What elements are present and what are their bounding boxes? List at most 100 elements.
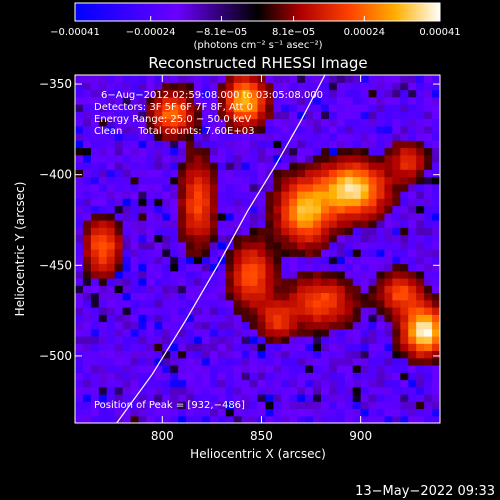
heatmap-cell xyxy=(289,220,298,228)
heatmap-cell xyxy=(368,96,378,105)
heatmap-cell xyxy=(265,198,274,207)
heatmap-cell xyxy=(154,89,163,98)
heatmap-cell xyxy=(432,198,440,207)
heatmap-cell xyxy=(82,147,92,156)
heatmap-cell xyxy=(384,220,393,228)
heatmap-cell xyxy=(209,285,219,294)
heatmap-cell xyxy=(265,394,274,402)
heatmap-cell xyxy=(368,307,378,315)
heatmap-cell xyxy=(217,285,227,294)
heatmap-cell xyxy=(170,234,179,243)
heatmap-cell xyxy=(368,350,378,359)
heatmap-cell xyxy=(368,394,378,402)
heatmap-cell xyxy=(344,270,354,279)
heatmap-cell xyxy=(400,408,409,417)
heatmap-cell xyxy=(114,278,124,286)
heatmap-cell xyxy=(408,401,417,410)
heatmap-cell xyxy=(98,234,108,243)
heatmap-cell xyxy=(352,307,362,315)
heatmap-cell xyxy=(313,169,322,178)
heatmap-cell xyxy=(146,133,155,141)
heatmap-cell xyxy=(162,415,171,423)
heatmap-cell xyxy=(146,386,155,395)
heatmap-cell xyxy=(186,104,195,112)
heatmap-cell xyxy=(336,343,346,352)
heatmap-cell xyxy=(225,82,235,91)
heatmap-cell xyxy=(400,379,409,388)
heatmap-cell xyxy=(313,292,322,301)
heatmap-cell xyxy=(233,357,243,366)
heatmap-cell xyxy=(336,234,346,243)
heatmap-cell xyxy=(233,169,243,178)
heatmap-cell xyxy=(336,227,346,236)
heatmap-cell xyxy=(392,82,401,91)
heatmap-cell xyxy=(416,227,425,236)
heatmap-cell xyxy=(344,191,354,199)
heatmap-cell xyxy=(75,270,84,279)
heatmap-cell xyxy=(82,278,92,286)
heatmap-cell xyxy=(225,263,235,272)
heatmap-cell xyxy=(162,104,171,112)
heatmap-cell xyxy=(201,256,211,265)
heatmap-cell xyxy=(352,227,362,236)
heatmap-cell xyxy=(400,162,409,170)
heatmap-cell xyxy=(336,394,346,402)
heatmap-cell xyxy=(336,299,346,308)
heatmap-cell xyxy=(154,372,163,381)
heatmap-cell xyxy=(313,408,322,417)
heatmap-cell xyxy=(170,125,179,134)
heatmap-cell xyxy=(344,118,354,127)
heatmap-cell xyxy=(98,401,108,410)
heatmap-cell xyxy=(154,96,163,105)
heatmap-cell xyxy=(154,321,163,330)
heatmap-cell xyxy=(344,372,354,381)
heatmap-cell xyxy=(233,372,243,381)
heatmap-cell xyxy=(400,314,409,323)
heatmap-cell xyxy=(106,82,116,91)
heatmap-cell xyxy=(90,365,100,373)
heatmap-cell xyxy=(400,263,409,272)
heatmap-cell xyxy=(352,104,362,112)
heatmap-cell xyxy=(328,82,338,91)
heatmap-cell xyxy=(75,314,84,323)
heatmap-cell xyxy=(336,104,346,112)
heatmap-cell xyxy=(344,321,354,330)
heatmap-cell xyxy=(75,75,84,83)
heatmap-cell xyxy=(344,89,354,98)
heatmap-cell xyxy=(170,212,179,221)
heatmap-cell xyxy=(400,227,409,236)
heatmap-cell xyxy=(320,299,330,308)
heatmap-cell xyxy=(408,241,417,250)
heatmap-cell xyxy=(106,125,116,134)
heatmap-cell xyxy=(170,365,179,373)
heatmap-cell xyxy=(289,227,298,236)
heatmap-cell xyxy=(432,125,440,134)
heatmap-cell xyxy=(194,336,203,344)
heatmap-cell xyxy=(130,118,140,127)
heatmap-cell xyxy=(138,285,148,294)
heatmap-cell xyxy=(186,133,195,141)
heatmap-cell xyxy=(201,292,211,301)
heatmap-cell xyxy=(432,75,440,83)
heatmap-cell xyxy=(305,256,314,265)
heatmap-cell xyxy=(82,314,92,323)
heatmap-cell xyxy=(313,365,322,373)
heatmap-cell xyxy=(352,394,362,402)
heatmap-cell xyxy=(209,140,219,149)
heatmap-cell xyxy=(328,328,338,337)
heatmap-cell xyxy=(90,205,100,214)
heatmap-cell xyxy=(368,75,378,83)
heatmap-cell xyxy=(384,336,393,344)
heatmap-cell xyxy=(194,256,203,265)
heatmap-cell xyxy=(75,263,84,272)
heatmap-cell xyxy=(233,82,243,91)
heatmap-cell xyxy=(106,140,116,149)
heatmap-cell xyxy=(392,89,401,98)
heatmap-cell xyxy=(194,96,203,105)
heatmap-cell xyxy=(432,408,440,417)
heatmap-cell xyxy=(201,118,211,127)
colorbar-tick-label: −0.00024 xyxy=(126,27,176,38)
heatmap-cell xyxy=(408,314,417,323)
heatmap-cell xyxy=(114,379,124,388)
heatmap-cell xyxy=(432,82,440,91)
